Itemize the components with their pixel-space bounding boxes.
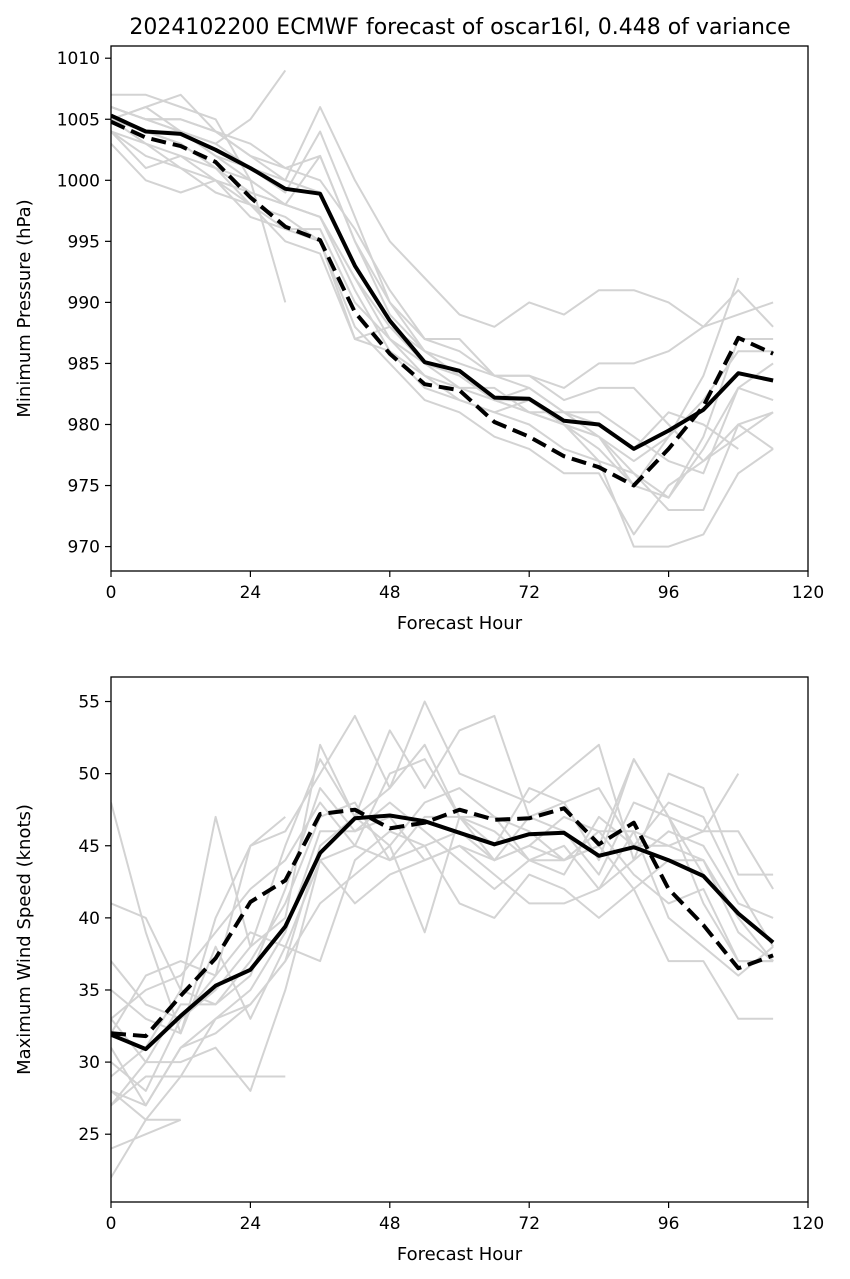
- chart-title: 2024102200 ECMWF forecast of oscar16l, 0…: [129, 15, 790, 40]
- wind-x-tick-label: 96: [658, 1214, 680, 1234]
- pressure-member-line-7: [111, 118, 774, 511]
- pressure-solid-line: [111, 113, 774, 451]
- pressure-x-tick-label: 48: [379, 583, 401, 603]
- pressure-y-axis-label: Minimum Pressure (hPa): [14, 199, 35, 417]
- wind-y-axis-label: Maximum Wind Speed (knots): [14, 804, 35, 1075]
- pressure-y-tick-label: 990: [68, 293, 100, 313]
- pressure-x-tick-label: 120: [792, 583, 824, 603]
- pressure-chart: 0 24 48 72 96 120 970 975 980 985 990 995 1000 1005 10…: [14, 45, 824, 634]
- wind-y-tick-label: 30: [78, 1053, 100, 1073]
- pressure-x-tick-label: 24: [240, 583, 262, 603]
- wind-member-line-8: [111, 787, 774, 1107]
- wind-member-line-13: [111, 1075, 286, 1179]
- pressure-y-tick-label: 1000: [57, 171, 100, 191]
- wind-member-line-5: [111, 743, 774, 1092]
- wind-solid-line: [111, 813, 775, 1052]
- pressure-axes-frame: [110, 45, 809, 572]
- pressure-y-tick-label: 985: [68, 354, 100, 374]
- pressure-member-line-6: [111, 143, 774, 475]
- pressure-member-line-15: [111, 130, 774, 499]
- pressure-member-line-10: [111, 118, 740, 487]
- pressure-member-line-3: [111, 106, 774, 328]
- pressure-x-axis-label: Forecast Hour: [397, 613, 523, 634]
- pressure-plot-area: [111, 69, 774, 548]
- pressure-x-tick-label: 96: [658, 583, 680, 603]
- wind-y-tick-label: 45: [78, 837, 100, 857]
- pressure-member-line-9: [111, 130, 774, 536]
- wind-x-tick-label: 120: [792, 1214, 824, 1234]
- pressure-y-tick-label: 975: [68, 477, 100, 497]
- pressure-y-tick-label: 1010: [57, 49, 100, 69]
- pressure-member-line-4: [111, 106, 774, 389]
- wind-y-tick-label: 55: [78, 693, 100, 713]
- pressure-y-tick-label: 995: [68, 232, 100, 252]
- wind-dashed-line: [111, 806, 774, 1039]
- wind-member-line-12: [111, 758, 705, 1092]
- wind-member-line-15: [111, 1090, 181, 1121]
- wind-chart: 0 24 48 72 96 120 25 30 35 40 45 50 55 Forecast Hour M…: [14, 676, 824, 1265]
- pressure-dashed-line: [111, 119, 774, 488]
- wind-y-tick-label: 40: [78, 909, 100, 929]
- pressure-member-line-14: [111, 93, 774, 463]
- wind-member-line-10: [111, 830, 774, 1035]
- pressure-y-tick-label: 970: [68, 538, 100, 558]
- wind-x-tick-label: 72: [518, 1214, 540, 1234]
- wind-y-tick-label: 50: [78, 765, 100, 785]
- pressure-member-line-8: [111, 106, 774, 548]
- wind-x-tick-label: 48: [379, 1214, 401, 1234]
- wind-x-tick-label: 24: [240, 1214, 262, 1234]
- pressure-y-tick-label: 980: [68, 415, 100, 435]
- pressure-y-tick-label: 1005: [57, 110, 100, 130]
- wind-member-line-14: [111, 1118, 182, 1150]
- pressure-x-tick-label: 0: [106, 583, 117, 603]
- wind-member-line-16: [111, 830, 774, 1034]
- wind-member-line-4: [111, 801, 774, 1020]
- wind-member-line-6: [111, 787, 774, 1078]
- wind-plot-area: [111, 700, 775, 1179]
- wind-x-axis-label: Forecast Hour: [397, 1244, 523, 1265]
- pressure-x-tick-label: 72: [518, 583, 540, 603]
- wind-member-line-11: [111, 758, 740, 1107]
- wind-y-tick-label: 25: [78, 1125, 100, 1145]
- wind-y-tick-label: 35: [78, 981, 100, 1001]
- wind-x-tick-label: 0: [106, 1214, 117, 1234]
- wind-member-line-3: [111, 700, 774, 1020]
- wind-axes-frame: [110, 676, 809, 1203]
